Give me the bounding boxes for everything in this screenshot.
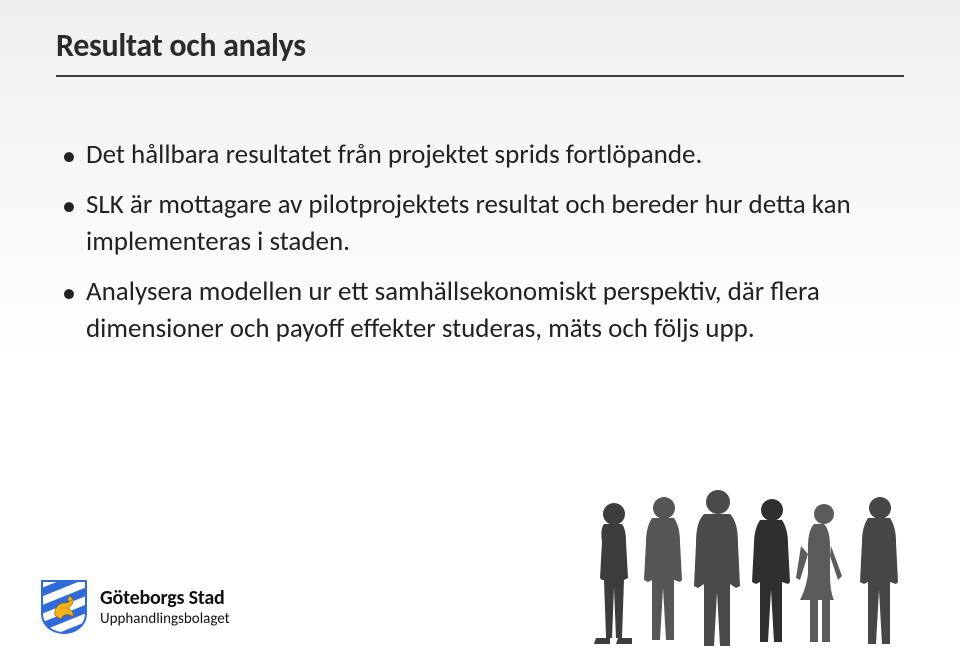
logo-line2: Upphandlingsbolaget xyxy=(100,610,230,628)
crest-icon xyxy=(40,579,88,635)
footer-logo: Göteborgs Stad Upphandlingsbolaget xyxy=(40,579,230,635)
body-content: Det hållbara resultatet från projektet s… xyxy=(56,137,876,347)
page-title: Resultat och analys xyxy=(56,26,904,65)
logo-line1: Göteborgs Stad xyxy=(100,586,230,610)
people-silhouettes-icon xyxy=(586,488,916,653)
slide: Resultat och analys Det hållbara resulta… xyxy=(0,0,960,663)
bullet-item: SLK är mottagare av pilotprojektets resu… xyxy=(62,187,876,260)
bullet-item: Analysera modellen ur ett samhällsekonom… xyxy=(62,274,876,347)
bullet-list: Det hållbara resultatet från projektet s… xyxy=(62,137,876,347)
bullet-item: Det hållbara resultatet från projektet s… xyxy=(62,137,876,173)
logo-text: Göteborgs Stad Upphandlingsbolaget xyxy=(100,586,230,628)
title-underline xyxy=(56,75,904,77)
